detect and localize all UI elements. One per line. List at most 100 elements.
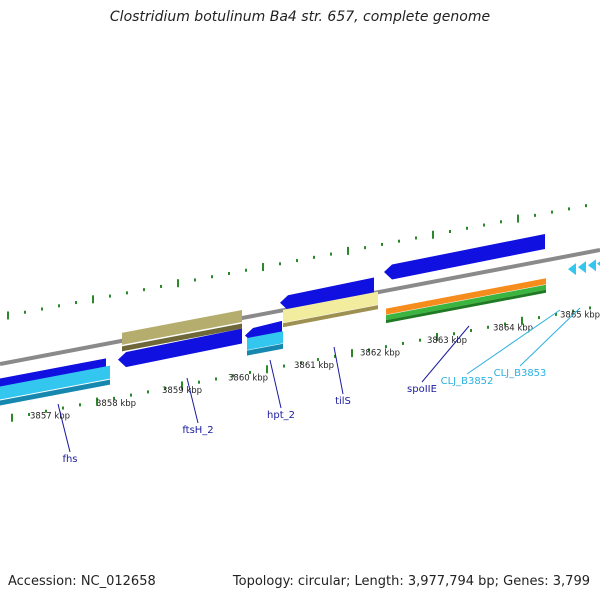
tick-mark-lower [130,393,132,397]
tick-mark-upper [330,252,332,256]
tick-mark-upper [585,204,587,208]
cds-arrowhead-1 [568,263,576,276]
tick-mark-upper [381,242,383,246]
cds-khaki-1-edge [122,323,242,352]
tick-mark-lower [45,409,47,413]
cds-blue-5 [384,233,545,280]
scale-label: 3858 kbp [96,399,136,409]
tick-mark-upper [483,223,485,227]
genome-summary: Topology: circular; Length: 3,977,794 bp… [232,574,590,589]
gene-leader-line [186,377,199,424]
tick-mark-lower [334,354,336,358]
cds-lightblue-1-edge [0,379,110,406]
gene-label: CLJ_B3853 [494,368,547,379]
tick-mark-upper [551,210,553,214]
tick-mark-upper [109,294,111,298]
tick-mark-lower [470,329,472,333]
cds-blue-4 [280,277,374,311]
tick-mark-upper [92,295,94,304]
tick-mark-lower [249,371,251,374]
cds-lightblue-1 [0,365,110,400]
tick-mark-lower [232,374,234,378]
tick-mark-upper [279,262,281,266]
cds-arrowhead-2 [578,261,586,274]
tick-mark-lower [215,377,217,381]
cds-arrowhead-3 [588,259,596,272]
tick-mark-upper [364,246,366,250]
rrna-orange [386,278,546,315]
cds-khaki-1 [122,310,242,345]
cds-arrowhead-4 [597,261,600,266]
tick-mark-lower [283,364,285,368]
tick-mark-upper [534,213,536,217]
tick-mark-upper [500,220,502,224]
tick-mark-lower [555,312,557,316]
tick-mark-lower [589,306,591,310]
tick-mark-lower [487,325,489,329]
tick-mark-lower [436,332,438,341]
tick-mark-lower [521,316,523,325]
tick-mark-upper [228,271,230,275]
tick-mark-upper [194,278,196,282]
tick-mark-upper [347,246,349,255]
tick-mark-upper [126,291,128,295]
tick-mark-upper [449,230,451,233]
tick-mark-upper [313,255,315,259]
scale-label: 3863 kbp [427,336,467,346]
tick-mark-upper [245,268,247,272]
tick-mark-lower [538,316,540,320]
tick-mark-lower [300,361,302,365]
cds-cream-1 [283,291,378,323]
gene-label: spoIIE [407,384,437,395]
tick-mark-lower [266,365,268,374]
tick-mark-upper [58,304,60,308]
gene-label: fhs [62,454,77,465]
gene-label: ftsH_2 [182,425,213,436]
tick-mark-lower [368,348,370,352]
scale-label: 3862 kbp [360,349,400,359]
tick-mark-upper [296,259,298,263]
cds-cream-1-edge [283,305,378,328]
scale-label: 3865 kbp [560,311,600,321]
tick-mark-lower [504,322,506,326]
tick-mark-upper [415,236,417,240]
tick-mark-lower [419,338,421,342]
cds-lightblue-2-edge [247,343,283,356]
cds-lightblue-2 [247,331,283,351]
gene-label: CLJ_B3852 [441,376,494,387]
scale-label: 3859 kbp [162,386,202,396]
rrna-green-edge [386,289,546,324]
tick-mark-lower [113,396,115,400]
tick-mark-lower [11,413,13,422]
tick-mark-upper [41,307,43,311]
tick-mark-upper [75,301,77,305]
gene-leader-line [269,359,282,409]
tick-mark-lower [147,390,149,394]
tick-mark-upper [143,288,145,292]
tick-mark-lower [164,387,166,391]
tick-mark-upper [466,226,468,230]
tick-mark-lower [79,403,81,407]
tick-mark-upper [262,263,264,272]
genome-title: Clostridium botulinum Ba4 str. 657, comp… [109,9,491,25]
gene-leader-line [57,403,71,453]
tick-mark-upper [517,214,519,223]
scale-label: 3861 kbp [294,361,334,371]
tick-mark-upper [568,207,570,211]
tick-mark-lower [351,349,353,358]
gene-leader-line [466,309,561,375]
tick-mark-upper [24,310,26,314]
tick-mark-upper [7,311,9,320]
cds-blue-2 [118,328,242,368]
tick-mark-upper [160,284,162,288]
tick-mark-lower [402,341,404,345]
gene-label: tilS [335,396,351,407]
tick-mark-upper [432,230,434,239]
tick-mark-lower [385,345,387,349]
tick-mark-upper [211,275,213,279]
tick-mark-upper [177,279,179,288]
tick-mark-lower [453,332,455,336]
tick-mark-lower [572,309,574,313]
scale-label: 3860 kbp [228,374,268,384]
